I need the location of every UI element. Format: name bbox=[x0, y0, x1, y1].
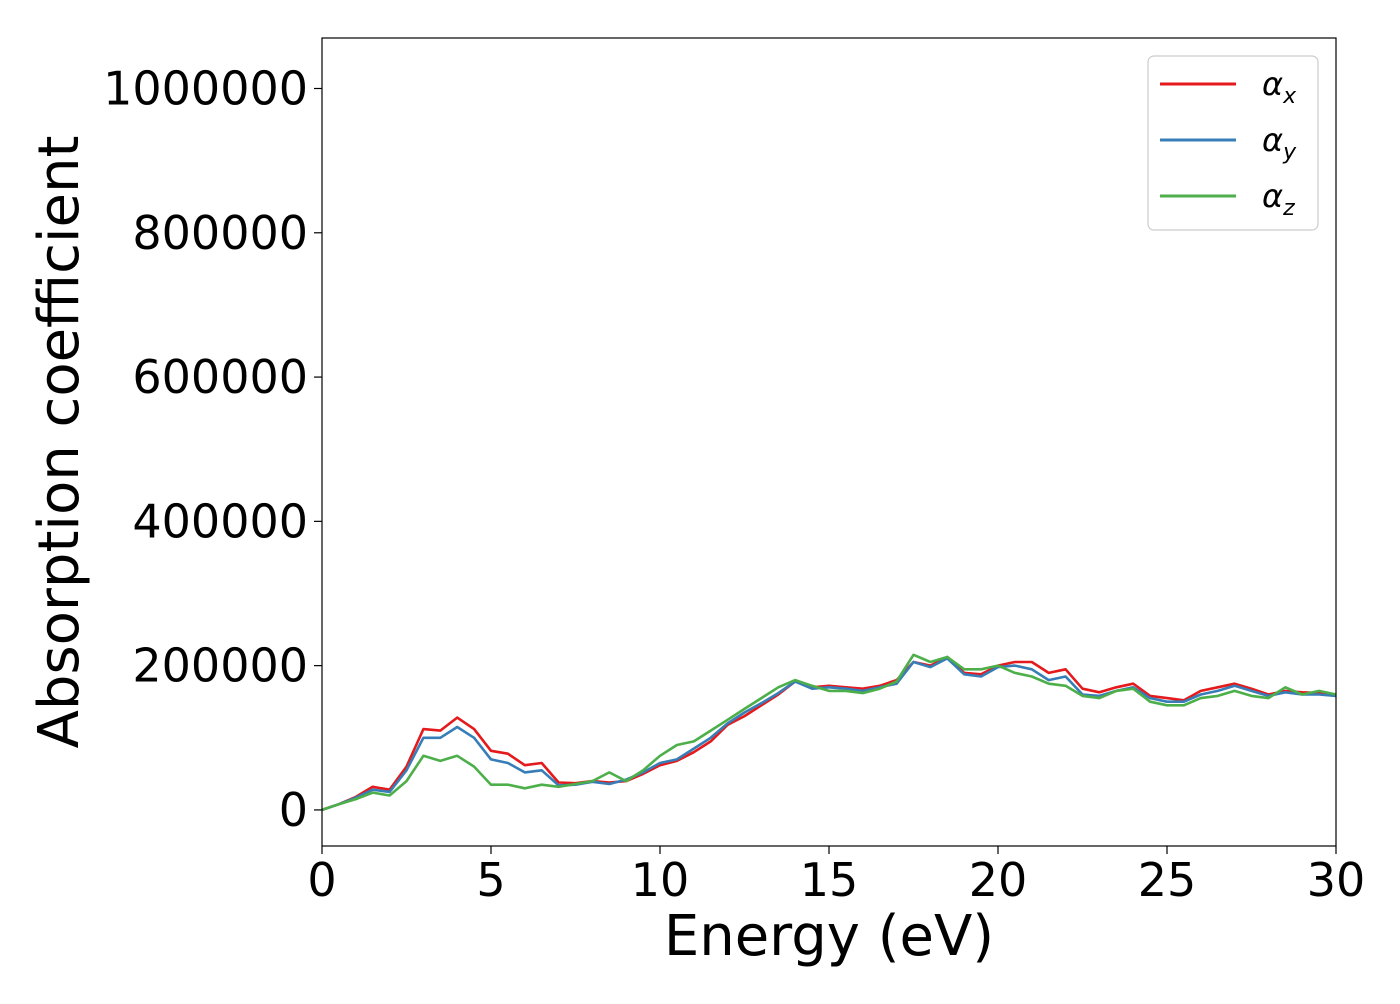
x-tick-label: 0 bbox=[307, 853, 336, 907]
x-axis: 0 5 10 15 20 25 30 bbox=[307, 846, 1365, 907]
x-axis-title: Energy (eV) bbox=[664, 904, 994, 969]
y-tick-label: 800000 bbox=[132, 206, 308, 260]
x-tick-label: 20 bbox=[969, 853, 1028, 907]
y-tick-label: 600000 bbox=[132, 350, 308, 404]
y-tick-label: 0 bbox=[279, 783, 308, 837]
x-tick-label: 5 bbox=[476, 853, 505, 907]
x-tick-label: 10 bbox=[631, 853, 690, 907]
series-layer bbox=[321, 653, 1337, 812]
series-line-y bbox=[321, 657, 1337, 812]
y-tick-label: 1000000 bbox=[103, 62, 308, 116]
x-tick-label: 15 bbox=[800, 853, 859, 907]
y-axis: 0 200000 400000 600000 800000 1000000 bbox=[103, 62, 322, 837]
x-tick-label: 25 bbox=[1138, 853, 1197, 907]
x-tick-label: 30 bbox=[1307, 853, 1366, 907]
y-tick-label: 200000 bbox=[132, 639, 308, 693]
y-axis-title: Absorption coefficient bbox=[27, 136, 92, 749]
legend-box bbox=[1147, 55, 1319, 231]
series-line-x bbox=[321, 655, 1337, 812]
y-tick-label: 400000 bbox=[132, 494, 308, 548]
series-line-z bbox=[321, 653, 1337, 812]
